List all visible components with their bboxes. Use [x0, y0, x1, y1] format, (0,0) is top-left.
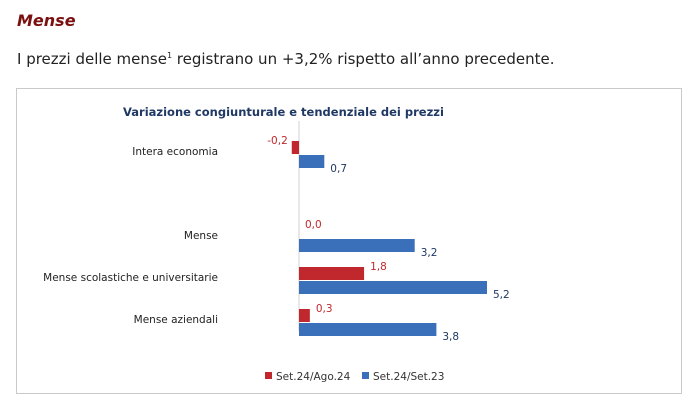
legend-swatch	[265, 372, 272, 379]
data-label: 3,8	[442, 331, 459, 343]
summary-text-start: I prezzi delle mense	[17, 50, 167, 68]
data-label: 3,2	[421, 247, 438, 259]
data-label: 0,3	[316, 303, 333, 315]
bar-yearly	[299, 323, 437, 336]
summary-text-end: registrano un +3,2% rispetto all’anno pr…	[172, 50, 555, 68]
legend-swatch	[362, 372, 369, 379]
footnote-marker: 1	[166, 51, 173, 60]
legend-label: Set.24/Set.23	[373, 371, 444, 383]
legend-label: Set.24/Ago.24	[276, 371, 351, 383]
price-variation-chart: Variazione congiunturale e tendenziale d…	[43, 105, 510, 383]
chart-title: Variazione congiunturale e tendenziale d…	[123, 105, 444, 119]
category-label: Mense	[184, 230, 218, 242]
bar-yearly	[299, 155, 325, 168]
data-label: -0,2	[267, 135, 288, 147]
section-heading: Mense	[17, 11, 76, 30]
data-label: 5,2	[493, 289, 510, 301]
data-label: 1,8	[370, 261, 387, 273]
bar-monthly	[299, 309, 310, 322]
data-label: 0,0	[305, 219, 322, 231]
category-label: Mense aziendali	[134, 314, 218, 326]
bar-yearly	[299, 281, 487, 294]
summary-sentence: I prezzi delle mense1 registrano un +3,2…	[17, 50, 555, 68]
bar-monthly	[291, 141, 299, 154]
chart-frame: Variazione congiunturale e tendenziale d…	[16, 88, 682, 394]
bar-yearly	[299, 239, 415, 252]
data-label: 0,7	[330, 163, 347, 175]
category-label: Mense scolastiche e universitarie	[43, 272, 218, 284]
category-label: Intera economia	[132, 146, 218, 158]
bar-monthly	[299, 267, 365, 280]
